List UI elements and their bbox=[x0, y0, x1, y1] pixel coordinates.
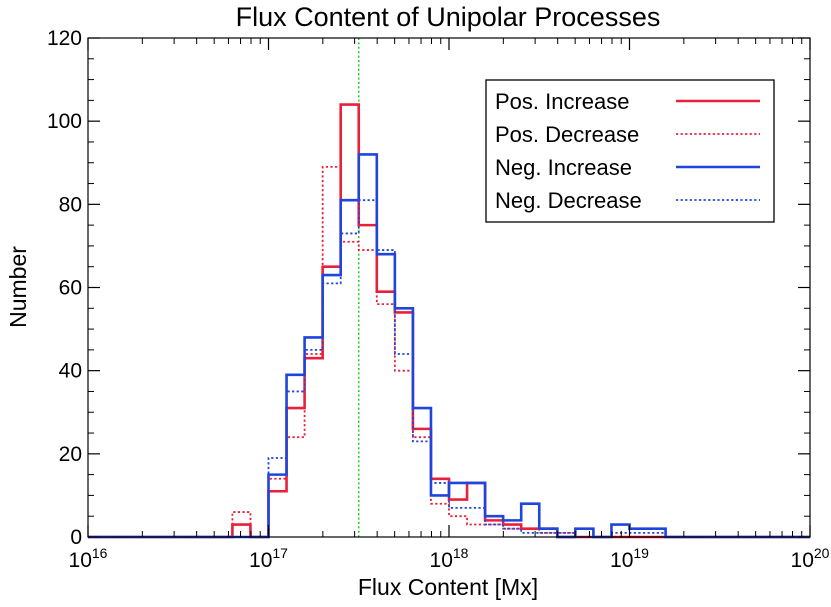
y-tick-label: 20 bbox=[59, 443, 82, 466]
legend-label: Pos. Increase bbox=[495, 89, 630, 114]
x-tick-label: 1020 bbox=[791, 545, 830, 572]
y-tick-label: 80 bbox=[59, 193, 82, 216]
y-tick-label: 40 bbox=[59, 360, 82, 383]
y-tick-label: 0 bbox=[70, 526, 82, 549]
y-tick-label: 60 bbox=[59, 277, 82, 300]
axes-layer bbox=[87, 37, 811, 538]
tick-labels-layer: 0 20 40 60 80 100 120 1016 1017 1018 1019 1020 bbox=[47, 27, 830, 572]
legend: Pos. Increase Pos. Decrease Neg. Increase N… bbox=[485, 79, 775, 223]
legend-label: Neg. Decrease bbox=[495, 188, 642, 213]
y-tick-label: 100 bbox=[47, 110, 82, 133]
x-tick-label: 1016 bbox=[69, 545, 108, 572]
legend-label: Neg. Increase bbox=[495, 155, 632, 180]
legend-entries: Pos. Increase Pos. Decrease Neg. Increase N… bbox=[495, 89, 760, 213]
y-axis-label: Number bbox=[5, 246, 31, 328]
x-tick-label: 1018 bbox=[430, 545, 469, 572]
legend-box bbox=[485, 79, 775, 223]
legend-label: Pos. Decrease bbox=[495, 122, 639, 147]
chart-title: Flux Content of Unipolar Processes bbox=[236, 2, 661, 32]
x-tick-label: 1019 bbox=[610, 545, 649, 572]
x-axis-label: Flux Content [Mx] bbox=[358, 574, 538, 600]
x-tick-label: 1017 bbox=[249, 545, 288, 572]
y-tick-label: 120 bbox=[47, 27, 82, 50]
series-neg-decrease bbox=[88, 199, 810, 538]
